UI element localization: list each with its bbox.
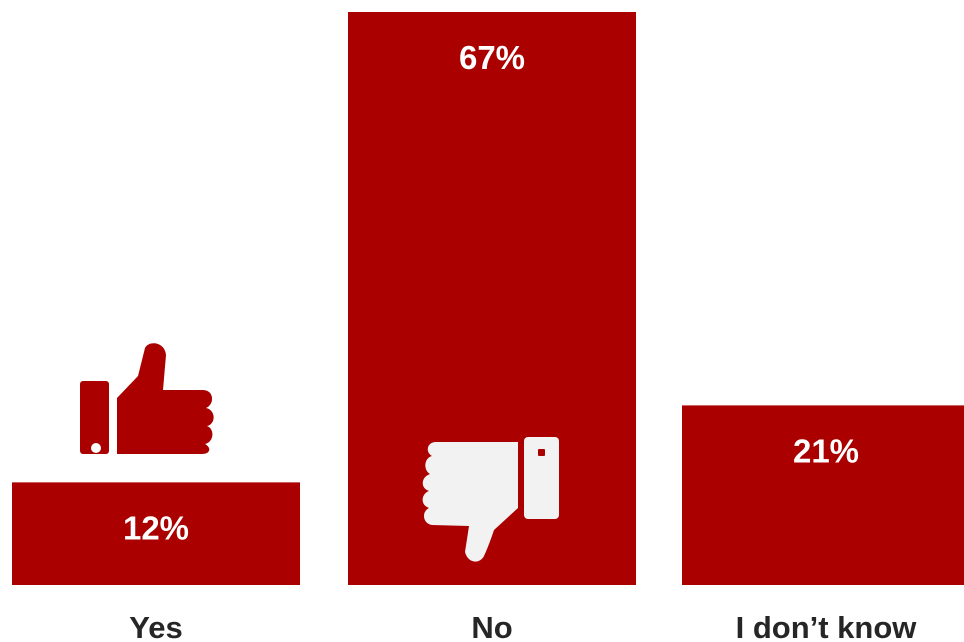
value-label-yes: 12%	[123, 509, 189, 546]
thumbs-down-cuff	[524, 437, 559, 519]
category-label-yes: Yes	[129, 610, 182, 642]
thumbs-up-cuff	[80, 381, 109, 454]
value-labels-group: 12% 67% 21%	[123, 39, 859, 546]
category-label-no: No	[471, 610, 512, 642]
thumbs-down-dot	[538, 449, 545, 456]
icons-group	[80, 343, 559, 562]
thumbs-down-icon	[422, 437, 559, 562]
thumbs-up-dot	[91, 443, 101, 453]
category-labels-group: Yes No I don’t know	[129, 610, 917, 642]
value-label-no: 67%	[459, 39, 525, 76]
bar-i-don-t-know	[682, 405, 964, 585]
thumbs-down-hand	[422, 442, 518, 562]
value-label-i-don-t-know: 21%	[793, 432, 859, 469]
category-label-i-don-t-know: I don’t know	[736, 610, 918, 642]
bar-yes	[12, 482, 300, 585]
bars-group	[12, 12, 964, 585]
thumbs-up-icon	[80, 343, 214, 454]
thumbs-up-hand	[117, 343, 214, 454]
